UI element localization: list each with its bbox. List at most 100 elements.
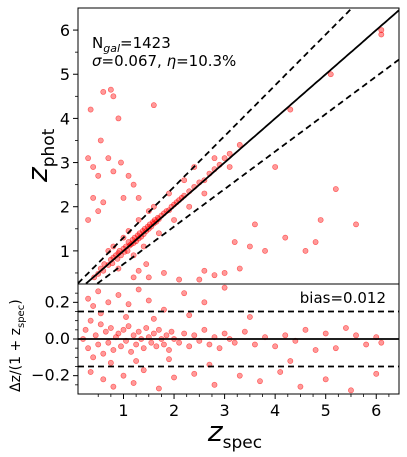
data-point [155, 385, 162, 392]
bias-label: bias=0.012 [300, 289, 386, 307]
y-tick-label: 3 [60, 154, 70, 173]
data-point [135, 217, 142, 223]
data-point [135, 328, 142, 335]
data-point [166, 347, 172, 353]
n-gal-subscript: gal [103, 42, 120, 55]
data-point [297, 383, 304, 390]
data-point [201, 190, 208, 197]
data-point [150, 330, 157, 337]
data-point [211, 155, 218, 162]
data-point [118, 343, 124, 350]
top-panel: 1 2 3 4 5 6 Ngal=1423 σ=0.067, η=10.3% zphot [21, 7, 400, 288]
data-point [348, 387, 354, 394]
top-annotation: Ngal=1423 σ=0.067, η=10.3% [92, 34, 236, 70]
data-point [105, 339, 112, 346]
data-point [327, 71, 334, 78]
data-point [85, 217, 92, 223]
data-point [110, 347, 117, 353]
data-point [282, 332, 289, 339]
data-point [241, 328, 248, 335]
zspec-main: z [207, 415, 224, 448]
data-point [115, 292, 122, 298]
data-point [105, 155, 112, 162]
data-point [378, 339, 385, 346]
data-point [343, 325, 349, 331]
data-point [216, 345, 223, 352]
data-point [287, 106, 294, 113]
bottom-x-ticks: 1 2 3 4 5 6 [97, 394, 390, 420]
data-point [135, 286, 142, 293]
data-point [378, 31, 385, 38]
data-point [107, 359, 114, 366]
dz-sub: spec [16, 305, 27, 328]
data-point [161, 341, 167, 348]
data-point [125, 301, 132, 308]
data-point [277, 369, 284, 375]
data-point [82, 326, 89, 333]
data-point [130, 380, 137, 386]
data-point [211, 272, 218, 279]
data-point [166, 356, 172, 363]
svg-text:Ngal=1423: Ngal=1423 [92, 34, 171, 55]
data-point [150, 315, 157, 322]
data-point [312, 347, 319, 353]
data-point [236, 265, 243, 272]
zspec-sub: spec [223, 433, 262, 453]
data-point [168, 328, 175, 335]
data-point [272, 343, 279, 350]
data-point [287, 358, 294, 364]
data-point [353, 221, 359, 228]
data-point [201, 267, 208, 274]
data-point [125, 323, 132, 330]
data-point [378, 27, 385, 33]
data-point [120, 194, 127, 201]
data-point [201, 299, 208, 306]
data-point [90, 354, 97, 361]
n-gal-prefix: N [92, 34, 103, 52]
data-point [155, 326, 162, 333]
x-tick-label: 1 [118, 401, 128, 420]
data-point [85, 155, 92, 162]
data-point [206, 341, 213, 348]
data-point [272, 164, 279, 170]
data-point [85, 295, 92, 302]
data-point [110, 383, 117, 390]
data-point [153, 343, 160, 350]
data-point [221, 330, 228, 337]
top-y-axis-label: zphot [21, 128, 59, 183]
data-point [145, 297, 152, 304]
bottom-y-axis-label: Δz/(1 + zspec) [8, 299, 27, 392]
zphot-sub: phot [39, 128, 59, 167]
data-point [95, 172, 102, 179]
data-point [90, 164, 97, 170]
data-point [176, 276, 183, 283]
data-point [186, 203, 193, 210]
data-point [107, 86, 114, 93]
data-point [221, 155, 228, 162]
data-point [102, 328, 109, 335]
data-point [226, 164, 233, 170]
data-point [226, 150, 233, 157]
x-tick-label: 5 [321, 401, 331, 420]
data-point [373, 370, 380, 377]
x-tick-label: 4 [270, 401, 280, 420]
data-point [115, 330, 122, 337]
data-point [246, 314, 253, 320]
data-point [150, 102, 157, 109]
data-point [140, 243, 147, 250]
data-point [128, 348, 134, 355]
data-point [353, 332, 359, 339]
dz-label: Δz/(1 + z [8, 328, 24, 392]
y-tick-label: 6 [60, 21, 70, 40]
data-point [181, 330, 188, 337]
data-point [133, 341, 140, 348]
data-point [171, 374, 177, 381]
upper-outlier-line [77, 8, 352, 284]
data-point [123, 314, 129, 320]
data-point [322, 330, 329, 337]
data-point [317, 217, 324, 223]
data-point [95, 341, 102, 348]
eta-value: =10.3% [176, 52, 236, 70]
